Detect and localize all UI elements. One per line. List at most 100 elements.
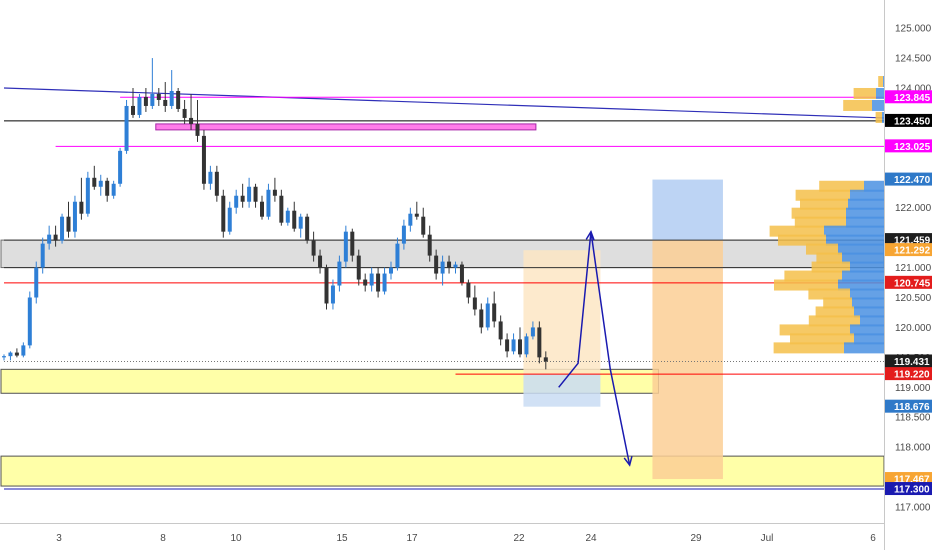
candle-body: [518, 339, 522, 355]
volume-profile: [769, 76, 884, 354]
profile-sell-bar: [842, 270, 884, 282]
profile-buy-bar: [773, 342, 844, 354]
profile-sell-bar: [850, 288, 884, 300]
profile-buy-bar: [875, 111, 882, 123]
arrow-head-1: [623, 456, 633, 467]
price-tag-bg: [885, 243, 932, 257]
price-tag-label: 120.745: [894, 278, 931, 289]
profile-sell-bar: [838, 279, 884, 291]
price-tick-label: 119.000: [895, 383, 931, 394]
candle-body: [472, 297, 477, 310]
price-tag-bg: [885, 90, 932, 104]
candle-body: [292, 210, 297, 229]
candle-body: [530, 327, 535, 337]
candle-body: [389, 267, 393, 274]
profile-sell-bar: [850, 324, 884, 336]
candle-body: [27, 297, 32, 346]
candle-body: [524, 336, 529, 355]
profile-sell-bar: [850, 189, 884, 201]
candle-body: [459, 264, 464, 283]
price-tick-label: 117.000: [895, 502, 931, 513]
profile-buy-bar: [843, 99, 872, 111]
candle-body: [34, 267, 39, 298]
price-tag-bg: [885, 275, 932, 289]
drawing-lines: [3, 87, 885, 490]
candle-body: [40, 243, 45, 268]
price-tag-label: 121.459: [894, 236, 931, 247]
candle-body: [53, 234, 58, 241]
candle-body: [324, 267, 329, 304]
candle-body: [118, 150, 123, 184]
profile-buy-bar: [779, 324, 850, 336]
time-axis[interactable]: 3 8 10 15 17 22 24 29 Jul 6: [56, 533, 876, 544]
profile-buy-bar: [774, 279, 838, 291]
candle-body: [150, 93, 155, 106]
profile-buy-bar: [823, 297, 852, 309]
candle-body: [8, 352, 13, 357]
candle-body: [92, 177, 97, 187]
profile-buy-bar: [791, 207, 846, 219]
price-tag-label: 123.845: [894, 93, 931, 104]
candle-body: [201, 135, 206, 184]
candle-body: [414, 213, 419, 217]
projection-arrow-1: [590, 231, 631, 466]
candle-body: [253, 186, 258, 202]
profile-buy-bar: [778, 234, 826, 246]
time-tick-label: 15: [336, 533, 348, 544]
price-tag-label: 119.431: [894, 357, 930, 368]
profile-sell-bar: [846, 216, 884, 228]
price-tag-bg: [885, 472, 932, 486]
candle-body: [382, 273, 387, 292]
candle-body: [143, 96, 148, 106]
price-tick-label: 118.000: [895, 443, 931, 454]
candle-body: [163, 99, 168, 106]
candle-body: [2, 356, 6, 358]
price-tag-bg: [885, 399, 932, 413]
candle-body: [21, 345, 26, 356]
candle-body: [137, 96, 142, 115]
candle-body: [447, 261, 452, 268]
time-tick-label: Jul: [761, 533, 774, 544]
candle-body: [369, 273, 374, 286]
candle-body: [343, 231, 348, 262]
candle-body: [466, 282, 471, 298]
price-tag-bg: [885, 172, 932, 186]
candle-body: [189, 117, 194, 124]
time-tick-label: 24: [585, 533, 597, 544]
candle-body: [85, 177, 90, 214]
zone-rect-7: [652, 240, 723, 480]
price-tick-label: 124.000: [895, 84, 932, 95]
profile-sell-bar: [838, 243, 884, 255]
time-tick-label: 10: [230, 533, 242, 544]
profile-sell-bar: [848, 198, 884, 210]
candle-body: [214, 171, 219, 196]
profile-buy-bar: [790, 333, 854, 345]
price-tag-bg: [885, 233, 932, 247]
price-tick-label: 120.000: [895, 323, 932, 334]
candle-body: [395, 243, 400, 268]
candle-body: [298, 216, 303, 229]
candle-body: [485, 303, 490, 328]
candlestick-series: [2, 58, 548, 370]
candle-body: [505, 339, 510, 352]
candle-body: [47, 234, 52, 244]
candle-body: [492, 303, 497, 322]
candle-body: [511, 339, 516, 352]
drawing-zones: [0, 123, 885, 487]
price-tag-label: 119.220: [894, 370, 930, 381]
zone-rect-1: [155, 123, 537, 131]
price-tag-bg: [885, 482, 932, 496]
zone-rect-5: [523, 374, 601, 407]
profile-buy-bar: [795, 189, 850, 201]
price-tick-label: 124.500: [895, 54, 932, 65]
profile-buy-bar: [800, 198, 848, 210]
candle-body: [311, 240, 316, 256]
candle-body: [247, 186, 252, 202]
time-tick-label: 17: [406, 533, 418, 544]
price-tag-label: 118.676: [894, 402, 930, 413]
candle-body: [195, 123, 200, 136]
price-tags: 123.845 123.450 123.025 122.470 121.459121.2…: [885, 90, 932, 496]
candle-body: [350, 231, 355, 256]
candle-body: [260, 201, 264, 217]
